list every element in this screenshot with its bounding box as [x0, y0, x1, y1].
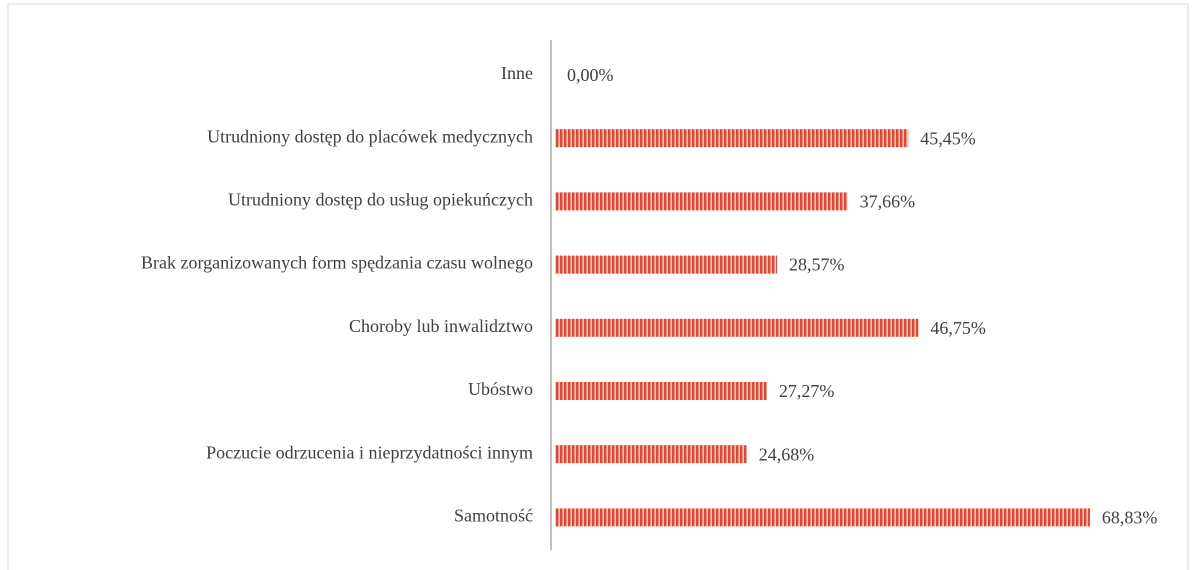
value-label: 0,00%: [567, 65, 614, 85]
bar: [555, 192, 848, 211]
category-label: Inne: [501, 63, 533, 83]
value-label: 46,75%: [930, 318, 986, 338]
bar: [555, 129, 909, 148]
category-label: Choroby lub inwalidztwo: [349, 316, 533, 336]
bar: [555, 508, 1090, 527]
bar: [555, 382, 767, 400]
value-label: 24,68%: [759, 444, 815, 464]
value-label: 68,83%: [1102, 508, 1158, 528]
category-label: Samotność: [454, 506, 533, 526]
category-label: Utrudniony dostęp do placówek medycznych: [207, 126, 533, 146]
bar: [555, 318, 919, 337]
category-label: Utrudniony dostęp do usług opiekuńczych: [228, 190, 533, 210]
category-label: Ubóstwo: [468, 379, 533, 399]
chart-frame: [7, 3, 1189, 570]
bar: [555, 445, 747, 464]
bar: [555, 255, 778, 274]
value-label: 28,57%: [789, 255, 845, 275]
value-label: 37,66%: [860, 192, 916, 212]
value-label: 27,27%: [779, 381, 835, 401]
category-label: Brak zorganizowanych form spędzania czas…: [141, 253, 533, 273]
value-label: 45,45%: [920, 128, 976, 148]
category-label: Poczucie odrzucenia i nieprzydatności in…: [206, 442, 533, 462]
